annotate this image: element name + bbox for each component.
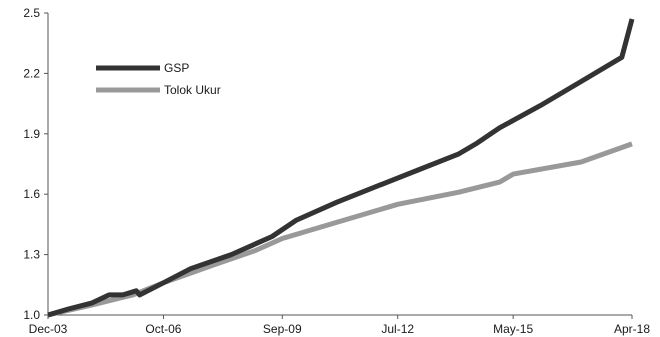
x-axis: Dec-03 Oct-06 Sep-09 Jul-12 May-15 Apr-18 [29,314,650,336]
x-tick-label: Dec-03 [29,322,68,336]
x-tick-label: Sep-09 [263,322,302,336]
legend-label-tolok-ukur: Tolok Ukur [164,83,221,97]
series-lines [47,18,635,318]
x-tick-label: Jul-12 [381,322,414,336]
x-tick-label: Oct-06 [145,322,181,336]
legend-label-gsp: GSP [164,61,189,75]
legend: GSP Tolok Ukur [96,61,221,97]
y-tick-label: 1.3 [23,248,40,262]
series-line-gsp [47,18,635,318]
y-tick-label: 1.6 [23,187,40,201]
y-tick-label: 2.2 [23,66,40,80]
y-axis: 1.0 1.3 1.6 1.9 2.2 2.5 [23,6,49,322]
x-tick-label: May-15 [493,322,533,336]
y-tick-label: 1.0 [23,308,40,322]
y-tick-label: 2.5 [23,6,40,20]
y-tick-label: 1.9 [23,127,40,141]
x-tick-label: Apr-18 [614,322,650,336]
